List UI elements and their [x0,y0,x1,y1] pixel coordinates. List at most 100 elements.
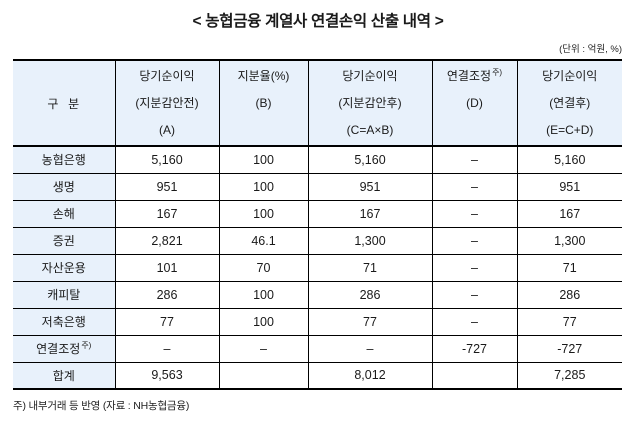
table-cell: – [307,334,432,362]
table-cell: 167 [114,199,219,227]
table-cell: – [431,145,517,173]
table-cell: 5,160 [307,145,432,173]
table-row-life-insurance: 생명 951 100 951 – 951 [13,172,622,200]
row-label-text: 저축은행 [41,315,86,329]
header-row: 구 분 당기순이익 (지분감안전) (A) 지분율(%) (B) 당기순이익 (… [13,60,622,147]
table-cell: 286 [114,280,219,308]
table-cell: 167 [307,199,432,227]
table-row-asset-management: 자산운용 101 70 71 – 71 [13,253,622,281]
footnote: 주) 내부거래 등 반영 (자료 : NH농협금융) [13,400,190,412]
table-row-nonghyup-bank: 농협은행 5,160 100 5,160 – 5,160 [13,145,622,173]
table-cell: – [218,334,308,362]
table-header: 구 분 당기순이익 (지분감안전) (A) 지분율(%) (B) 당기순이익 (… [13,60,622,147]
row-label: 손해 [13,199,115,227]
table-cell: 100 [218,199,308,227]
table-cell: – [431,172,517,200]
footnote-marker: 주) [81,341,92,350]
col-header-consolidation-adjustment: 연결조정주) (D) [431,60,517,147]
row-label: 자산운용 [13,253,115,281]
header-line: (A) [159,122,175,137]
row-label-text: 자산운용 [41,261,86,275]
header-line: (E=C+D) [546,122,594,137]
table-cell: 951 [307,172,432,200]
header-line: (D) [466,95,483,110]
table-cell: 1,300 [516,226,622,254]
table-cell: 100 [218,307,308,335]
header-line: 당기순이익 [542,68,598,83]
header-line: (지분감안후) [338,95,402,110]
table-cell: 77 [307,307,432,335]
row-label: 캐피탈 [13,280,115,308]
header-line: 연결조정주) [433,63,517,90]
table-cell: – [431,253,517,281]
row-label: 저축은행 [13,307,115,335]
col-header-net-income-consolidated: 당기순이익 (연결후) (E=C+D) [516,60,622,147]
table-row-savings-bank: 저축은행 77 100 77 – 77 [13,307,622,335]
header-line: (지분감안전) [135,95,199,110]
table-cell [431,361,517,389]
table-cell: – [431,226,517,254]
table-cell: -727 [516,334,622,362]
footnote-marker: 주) [492,67,503,77]
header-text: 연결조정 [446,68,492,83]
row-label-text: 증권 [52,234,75,248]
table-cell: 5,160 [114,145,219,173]
header-line: (연결후) [549,95,591,110]
header-line [220,117,308,144]
table-cell: 7,285 [516,361,622,389]
table-cell: – [431,280,517,308]
row-label-text: 캐피탈 [47,288,81,302]
table-row-capital: 캐피탈 286 100 286 – 286 [13,280,622,308]
consolidated-profit-table: 구 분 당기순이익 (지분감안전) (A) 지분율(%) (B) 당기순이익 (… [13,59,622,390]
row-label-text: 합계 [52,368,75,383]
table-title: < 농협금융 계열사 연결손익 산출 내역 > [192,13,444,30]
table-cell: 100 [218,280,308,308]
table-cell: 951 [114,172,219,200]
table-row-consolidation-adjustment: 연결조정주) – – – -727 -727 [13,334,622,362]
table-row-total: 합계 9,563 8,012 7,285 [13,361,622,389]
table-cell: 77 [114,307,219,335]
table-cell: 9,563 [114,361,219,389]
table-cell: 71 [516,253,622,281]
col-header-net-income-before: 당기순이익 (지분감안전) (A) [114,60,219,147]
table-cell: 2,821 [114,226,219,254]
table-cell: 100 [218,145,308,173]
header-line: 지분율(%) [237,68,290,83]
table-body: 농협은행 5,160 100 5,160 – 5,160 생명 951 100 … [13,145,622,389]
table-cell: 71 [307,253,432,281]
table-cell: – [431,307,517,335]
header-line: (C=A×B) [346,122,394,137]
table-cell: 951 [516,172,622,200]
header-line: 당기순이익 [342,68,398,83]
table-cell: 167 [516,199,622,227]
header-line: (B) [255,95,272,110]
table-cell: 100 [218,172,308,200]
row-label: 증권 [13,226,115,254]
table-cell: 101 [114,253,219,281]
col-header-gubun: 구 분 [13,60,115,147]
row-label: 합계 [13,361,115,389]
row-label-text: 연결조정 [36,342,81,356]
row-label-text: 농협은행 [41,153,86,168]
row-label: 생명 [13,172,115,200]
table-cell: 286 [307,280,432,308]
table-cell: 70 [218,253,308,281]
table-cell: 46.1 [218,226,308,254]
row-label-text: 손해 [52,207,75,221]
table-cell: -727 [431,334,517,362]
table-cell: – [431,199,517,227]
unit-note: (단위 : 억원, %) [559,44,622,55]
row-label: 농협은행 [13,145,115,173]
table-cell: 5,160 [516,145,622,173]
row-label: 연결조정주) [13,334,115,362]
table-cell: 286 [516,280,622,308]
table-cell: 77 [516,307,622,335]
table-cell: 8,012 [307,361,432,389]
table-row-securities: 증권 2,821 46.1 1,300 – 1,300 [13,226,622,254]
col-header-gubun-label: 구 분 [47,96,81,111]
row-label-text: 생명 [52,180,75,194]
col-header-share-ratio: 지분율(%) (B) [218,60,308,147]
table-row-nonlife-insurance: 손해 167 100 167 – 167 [13,199,622,227]
table-cell [218,361,308,389]
